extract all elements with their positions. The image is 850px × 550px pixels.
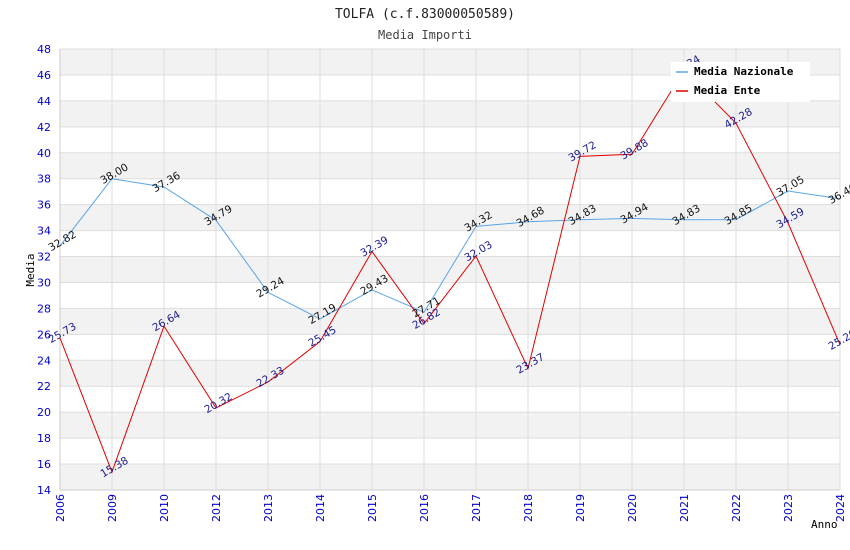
x-tick-label: 2006 [54,494,67,522]
grid-band [60,152,840,179]
y-tick-label: 48 [37,43,51,56]
y-tick-label: 30 [37,276,51,289]
x-tick-label: 2023 [782,494,795,522]
y-tick-label: 34 [37,225,51,238]
grid-band [60,360,840,387]
grid-band [60,308,840,335]
y-tick-label: 16 [37,458,51,471]
y-tick-label: 46 [37,69,51,82]
x-tick-label: 2014 [314,494,327,522]
grid-band [60,100,840,127]
series-line-nazionale [59,178,841,320]
y-tick-label: 20 [37,406,51,419]
y-axis-label: Media [24,253,37,286]
x-tick-label: 2013 [262,494,275,522]
x-tick-label: 2022 [730,494,743,522]
chart-subtitle: Media Importi [378,28,472,42]
y-tick-label: 32 [37,251,51,264]
grid-band [60,412,840,439]
y-tick-label: 28 [37,302,51,315]
x-tick-label: 2016 [418,494,431,522]
legend-box [671,62,810,102]
x-tick-label: 2018 [522,494,535,522]
x-tick-label: 2021 [678,494,691,522]
x-tick-label: 2009 [106,494,119,522]
x-axis-ticks: 2006 2009 2010 2012 2013 2014 2015 2016 2017 2018… [54,494,847,522]
grid-band [60,464,840,490]
data-label-nazionale: 36.46 [826,181,850,207]
y-tick-label: 40 [37,147,51,160]
y-axis-ticks: 14 16 18 20 22 24 26 28 30 32 34 36 38 40 42 44 46 48 [37,43,51,497]
x-tick-label: 2017 [470,494,483,522]
legend-label-nazionale: Media Nazionale [694,65,794,78]
x-tick-label: 2012 [210,494,223,522]
x-axis-label: Anno [811,518,838,531]
y-tick-label: 22 [37,380,51,393]
y-tick-label: 38 [37,173,51,186]
y-tick-label: 14 [37,484,51,497]
y-tick-label: 36 [37,199,51,212]
y-tick-label: 44 [37,95,51,108]
x-tick-label: 2010 [158,494,171,522]
gridlines [59,48,841,491]
x-tick-label: 2019 [574,494,587,522]
x-tick-label: 2015 [366,494,379,522]
y-tick-label: 26 [37,328,51,341]
x-tick-label: 2024 [834,494,847,522]
chart-title: TOLFA (c.f.83000050589) [335,7,515,22]
legend: Media Nazionale Media Ente [671,62,810,102]
y-tick-label: 18 [37,432,51,445]
grid-band [60,204,840,231]
x-tick-label: 2020 [626,494,639,522]
y-tick-label: 24 [37,354,51,367]
data-label-nazionale: 32.82 [46,229,78,254]
y-tick-label: 42 [37,121,51,134]
legend-label-ente: Media Ente [694,84,761,97]
